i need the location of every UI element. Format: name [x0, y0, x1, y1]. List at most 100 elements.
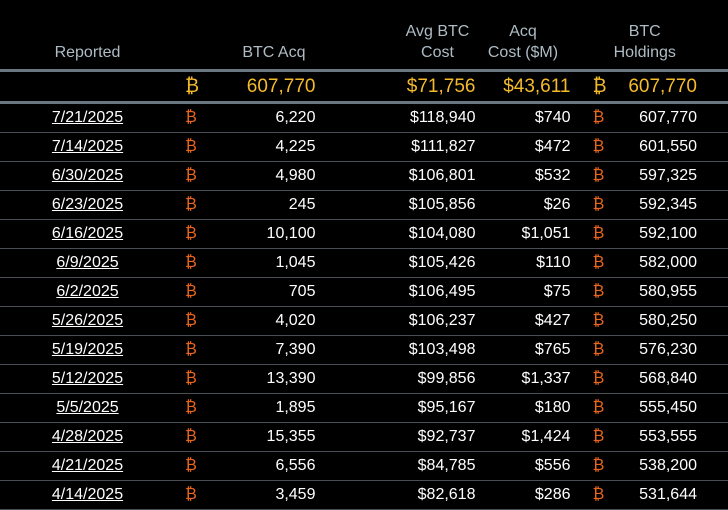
acq-cost-cell: $286	[475, 480, 571, 510]
bitcoin-icon: ₿	[592, 277, 621, 307]
acq-cost-cell: $427	[475, 306, 571, 336]
col-holdings-line1: BTC	[628, 23, 661, 40]
holdings-cell: 607,770	[620, 102, 697, 133]
btc-acq-cell: 1,895	[213, 393, 316, 423]
avg-cost-cell: $106,495	[315, 277, 476, 307]
total-btc-acq: 607,770	[213, 70, 316, 104]
bitcoin-icon: ₿	[185, 219, 213, 249]
date-link[interactable]: 6/23/2025	[51, 196, 124, 213]
bitcoin-icon: ₿	[185, 306, 213, 336]
bitcoin-icon: ₿	[592, 480, 621, 510]
bitcoin-icon: ₿	[185, 364, 213, 394]
bitcoin-icon: ₿	[185, 393, 213, 423]
reported-date: 6/2/2025	[0, 277, 175, 307]
holdings-cell: 568,840	[620, 364, 697, 394]
reported-date: 6/30/2025	[0, 161, 175, 191]
bitcoin-icon: ₿	[185, 480, 213, 510]
date-link[interactable]: 4/21/2025	[51, 457, 124, 474]
reported-date: 7/21/2025	[0, 102, 175, 133]
bitcoin-icon: ₿	[185, 190, 213, 220]
bitcoin-icon: ₿	[185, 102, 213, 133]
avg-cost-cell: $118,940	[315, 102, 476, 133]
avg-cost-cell: $103,498	[315, 335, 476, 365]
reported-date: 5/5/2025	[0, 393, 175, 423]
acq-cost-cell: $532	[475, 161, 571, 191]
reported-date: 4/28/2025	[0, 422, 175, 452]
btc-acq-cell: 13,390	[213, 364, 316, 394]
bitcoin-icon: ₿	[592, 132, 621, 162]
holdings-cell: 592,100	[620, 219, 697, 249]
holdings-cell: 580,955	[620, 277, 697, 307]
date-link[interactable]: 5/26/2025	[51, 312, 124, 329]
col-acq-cost-line2: Cost ($M)	[487, 44, 559, 61]
table-row: 6/30/2025 ₿ 4,980 $106,801 $532 ₿ 597,32…	[0, 161, 728, 191]
holdings-cell: 531,644	[620, 480, 697, 510]
table-row: 4/14/2025 ₿ 3,459 $82,618 $286 ₿ 531,644	[0, 480, 728, 510]
avg-cost-cell: $92,737	[315, 422, 476, 452]
reported-date: 4/21/2025	[0, 451, 175, 481]
bitcoin-icon: ₿	[592, 422, 621, 452]
bitcoin-icon: ₿	[592, 451, 621, 481]
total-acq-cost: $43,611	[475, 70, 571, 104]
table-row: 6/16/2025 ₿ 10,100 $104,080 $1,051 ₿ 592…	[0, 219, 728, 249]
date-link[interactable]: 4/14/2025	[51, 486, 124, 503]
acq-cost-cell: $1,424	[475, 422, 571, 452]
bitcoin-icon: ₿	[185, 161, 213, 191]
date-link[interactable]: 5/19/2025	[51, 341, 124, 358]
btc-acq-cell: 6,220	[213, 102, 316, 133]
bitcoin-icon: ₿	[185, 422, 213, 452]
reported-date: 5/12/2025	[0, 364, 175, 394]
acq-cost-cell: $180	[475, 393, 571, 423]
holdings-cell: 555,450	[620, 393, 697, 423]
holdings-cell: 597,325	[620, 161, 697, 191]
date-link[interactable]: 5/12/2025	[51, 370, 124, 387]
date-link[interactable]: 6/9/2025	[56, 254, 119, 271]
avg-cost-cell: $106,801	[315, 161, 476, 191]
table-row: 5/19/2025 ₿ 7,390 $103,498 $765 ₿ 576,23…	[0, 335, 728, 365]
table-row: 7/14/2025 ₿ 4,225 $111,827 $472 ₿ 601,55…	[0, 132, 728, 162]
col-btc-acq-label: BTC Acq	[242, 44, 306, 61]
col-holdings[interactable]: BTC Holdings	[592, 0, 697, 72]
bitcoin-icon: ₿	[185, 277, 213, 307]
date-link[interactable]: 6/30/2025	[51, 167, 124, 184]
table-row: 7/21/2025 ₿ 6,220 $118,940 $740 ₿ 607,77…	[0, 102, 728, 133]
holdings-cell: 538,200	[620, 451, 697, 481]
col-avg-cost[interactable]: Avg BTC Cost	[315, 0, 476, 72]
date-link[interactable]: 7/21/2025	[51, 109, 124, 126]
acq-cost-cell: $26	[475, 190, 571, 220]
date-link[interactable]: 7/14/2025	[51, 138, 124, 155]
date-link[interactable]: 6/2/2025	[56, 283, 119, 300]
bitcoin-icon: ₿	[185, 70, 213, 104]
holdings-cell: 601,550	[620, 132, 697, 162]
btc-acq-cell: 10,100	[213, 219, 316, 249]
holdings-cell: 592,345	[620, 190, 697, 220]
btc-acq-cell: 1,045	[213, 248, 316, 278]
bitcoin-icon: ₿	[592, 393, 621, 423]
table-row: 6/9/2025 ₿ 1,045 $105,426 $110 ₿ 582,000	[0, 248, 728, 278]
col-reported[interactable]: Reported	[0, 0, 175, 72]
btc-acq-cell: 4,020	[213, 306, 316, 336]
avg-cost-cell: $104,080	[315, 219, 476, 249]
bitcoin-icon: ₿	[592, 335, 621, 365]
acq-cost-cell: $1,051	[475, 219, 571, 249]
bitcoin-icon: ₿	[592, 219, 621, 249]
col-avg-cost-line1: Avg BTC	[405, 23, 470, 40]
reported-date: 5/26/2025	[0, 306, 175, 336]
bitcoin-icon: ₿	[592, 306, 621, 336]
date-link[interactable]: 6/16/2025	[51, 225, 124, 242]
header-row: Reported BTC Acq Avg BTC Cost Acq Cost ($M…	[0, 0, 728, 72]
date-link[interactable]: 4/28/2025	[51, 428, 124, 445]
table-row: 5/5/2025 ₿ 1,895 $95,167 $180 ₿ 555,450	[0, 393, 728, 423]
date-link[interactable]: 5/5/2025	[56, 399, 119, 416]
col-btc-acq[interactable]: BTC Acq	[185, 0, 316, 72]
acq-cost-cell: $1,337	[475, 364, 571, 394]
avg-cost-cell: $106,237	[315, 306, 476, 336]
col-acq-cost[interactable]: Acq Cost ($M)	[475, 0, 571, 72]
btc-acq-cell: 705	[213, 277, 316, 307]
bitcoin-icon: ₿	[592, 364, 621, 394]
bitcoin-icon: ₿	[185, 451, 213, 481]
avg-cost-cell: $105,426	[315, 248, 476, 278]
btc-acq-cell: 4,225	[213, 132, 316, 162]
avg-cost-cell: $111,827	[315, 132, 476, 162]
